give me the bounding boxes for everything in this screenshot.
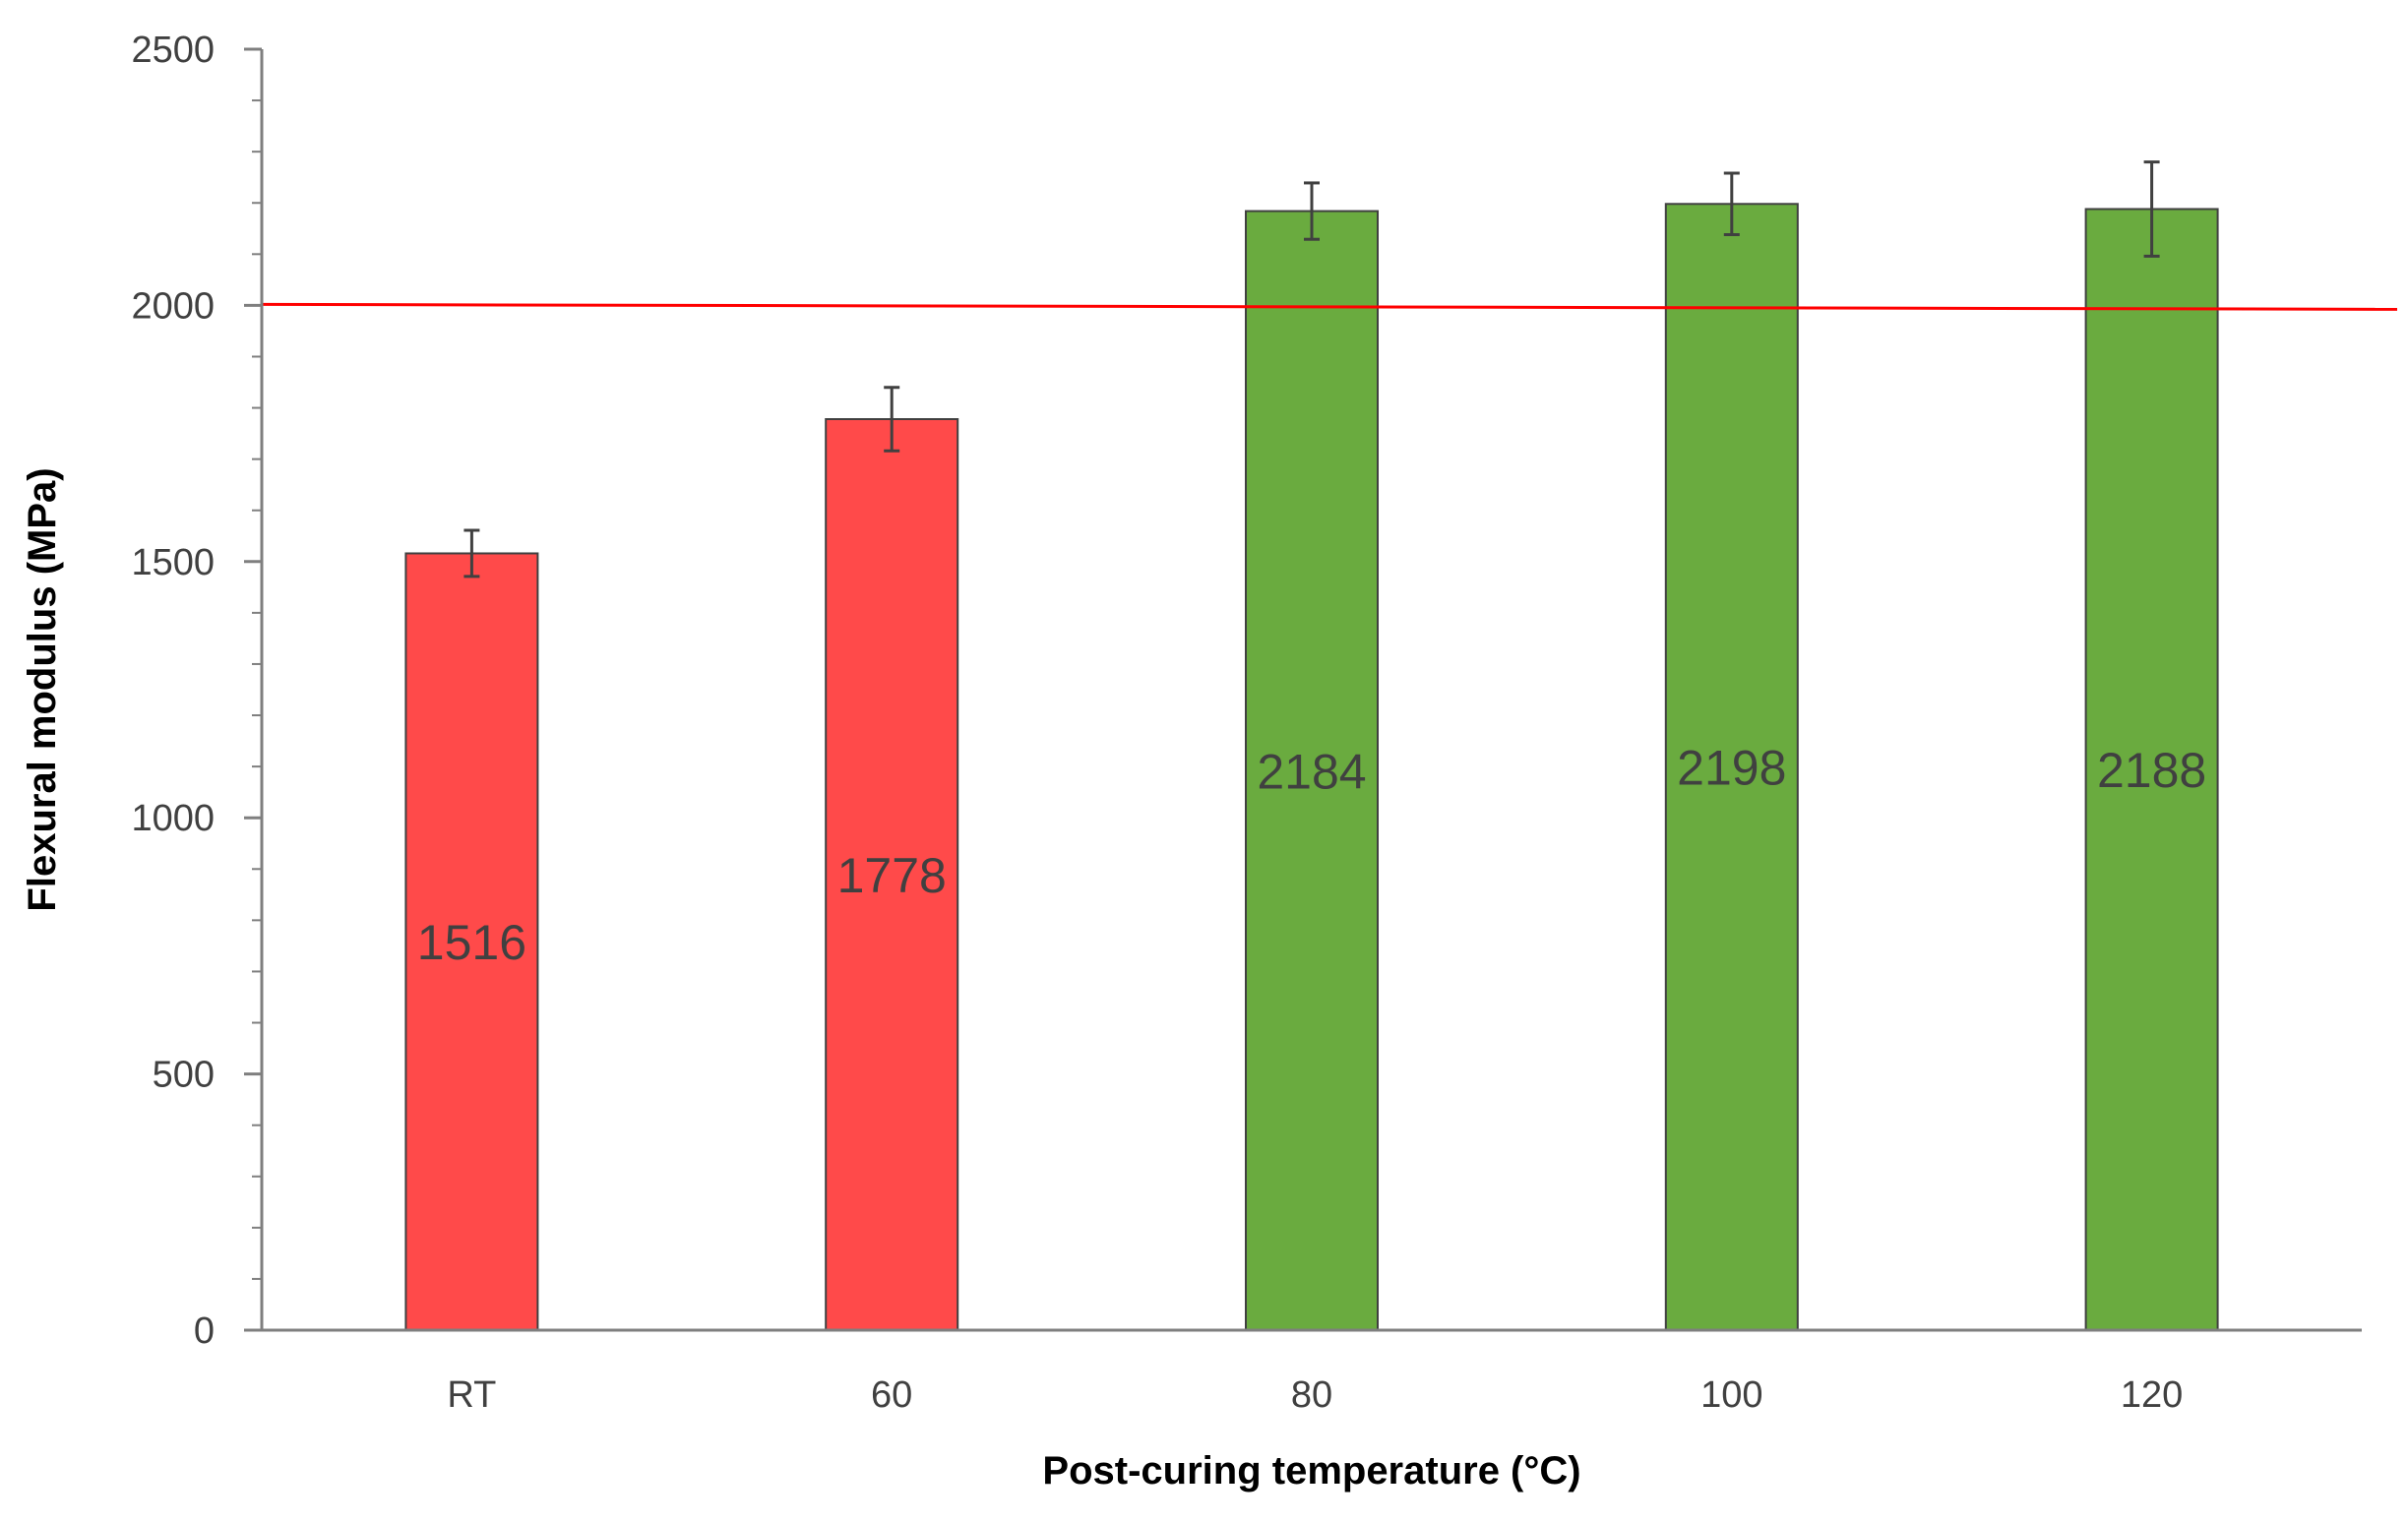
x-tick-label: 80: [1291, 1374, 1332, 1416]
y-tick-label: 500: [153, 1055, 215, 1096]
y-tick-label: 0: [194, 1310, 215, 1352]
y-axis-ticks: 0 500 1000 1500 2000 2500: [131, 30, 262, 1352]
bar: [1664, 203, 1799, 1331]
data-label: 2184: [1257, 744, 1366, 799]
bar: [825, 418, 959, 1332]
x-tick-label: 120: [2121, 1374, 2183, 1416]
data-label: 2188: [2097, 743, 2206, 798]
y-tick-label: 1500: [131, 542, 215, 583]
x-tick-label: 100: [1700, 1374, 1762, 1416]
y-axis-title: Flexural modulus (MPa): [21, 467, 64, 911]
data-label: 2198: [1677, 741, 1786, 796]
y-tick-label: 1000: [131, 798, 215, 839]
x-tick-label: 60: [871, 1374, 912, 1416]
y-tick-label: 2000: [131, 285, 215, 327]
y-tick-label: 2500: [131, 30, 215, 71]
error-bars-group: [463, 160, 2160, 579]
x-axis-tick-labels: RT 60 80 100 120: [447, 1374, 2183, 1416]
data-labels-group: 1516 1778 2184 2198 2188: [417, 741, 2206, 971]
reference-line: [261, 302, 2398, 311]
x-tick-label: RT: [447, 1374, 496, 1416]
data-label: 1516: [417, 915, 526, 970]
x-axis-title: Post-curing temperature (°C): [1042, 1449, 1580, 1493]
bar: [2084, 208, 2219, 1331]
bars-group: [404, 203, 2219, 1332]
data-label: 1778: [837, 848, 947, 903]
reference-line-group: [261, 302, 2398, 311]
bar: [404, 552, 539, 1331]
